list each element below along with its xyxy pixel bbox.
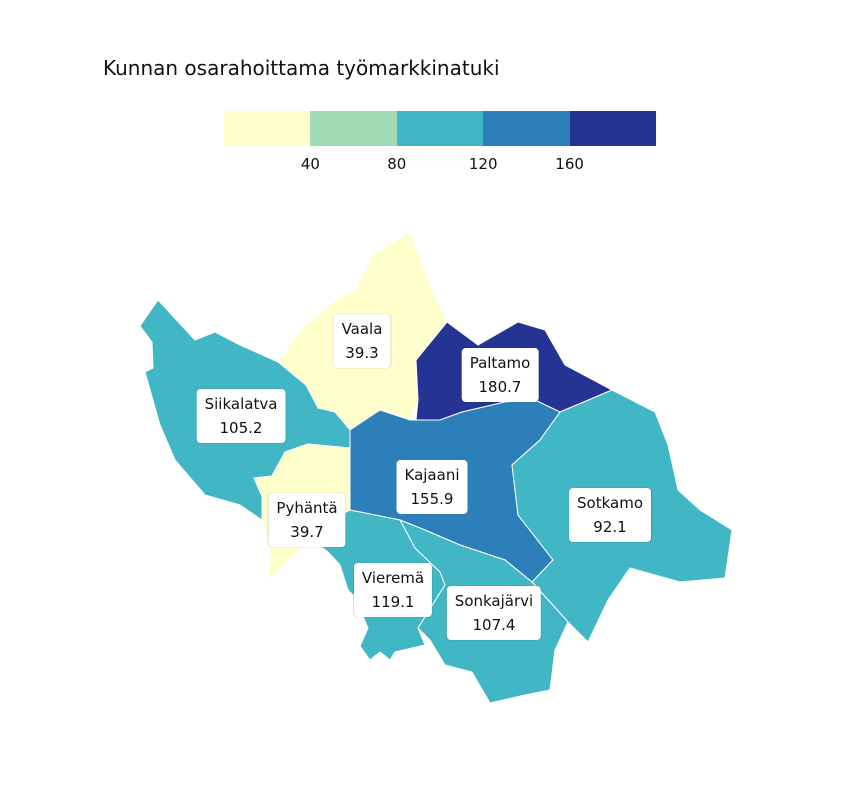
legend-tick: 40 (300, 155, 320, 173)
region-label-sotkamo: Sotkamo 92.1 (569, 488, 651, 542)
color-legend: 40 80 120 160 (224, 111, 656, 173)
region-value: 105.2 (219, 419, 263, 437)
region-value: 180.7 (478, 378, 522, 396)
legend-swatch (224, 111, 311, 146)
region-name: Sonkajärvi (454, 592, 534, 610)
region-name: Vieremä (361, 569, 425, 587)
region-value: 39.7 (290, 523, 324, 541)
legend-swatch (569, 111, 656, 146)
legend-swatch (396, 111, 484, 146)
region-label-kajaani: Kajaani 155.9 (396, 460, 468, 514)
region-name: Pyhäntä (276, 499, 338, 517)
region-label-vierema: Vieremä 119.1 (353, 563, 433, 617)
map-title: Kunnan osarahoittama työmarkkinatuki (103, 56, 500, 80)
region-value: 155.9 (410, 490, 454, 508)
legend-tick: 120 (468, 155, 498, 173)
legend-tick: 160 (555, 155, 584, 173)
region-label-vaala: Vaala 39.3 (333, 314, 391, 368)
region-value: 119.1 (371, 593, 415, 611)
region-name: Sotkamo (577, 494, 643, 512)
region-value: 92.1 (593, 518, 627, 536)
region-label-paltamo: Paltamo 180.7 (461, 348, 539, 402)
region-value: 107.4 (472, 616, 516, 634)
region-value: 39.3 (345, 344, 379, 362)
legend-swatch (310, 111, 397, 146)
region-name: Kajaani (404, 466, 460, 484)
region-name: Vaala (341, 320, 383, 338)
region-name: Paltamo (469, 354, 531, 372)
region-name: Siikalatva (204, 395, 278, 413)
legend-swatch (483, 111, 570, 146)
region-label-sonkajarvi: Sonkajärvi 107.4 (446, 586, 542, 640)
legend-tick: 80 (387, 155, 407, 173)
region-label-siikalatva: Siikalatva 105.2 (196, 389, 286, 443)
region-label-pyhanta: Pyhäntä 39.7 (268, 493, 346, 547)
